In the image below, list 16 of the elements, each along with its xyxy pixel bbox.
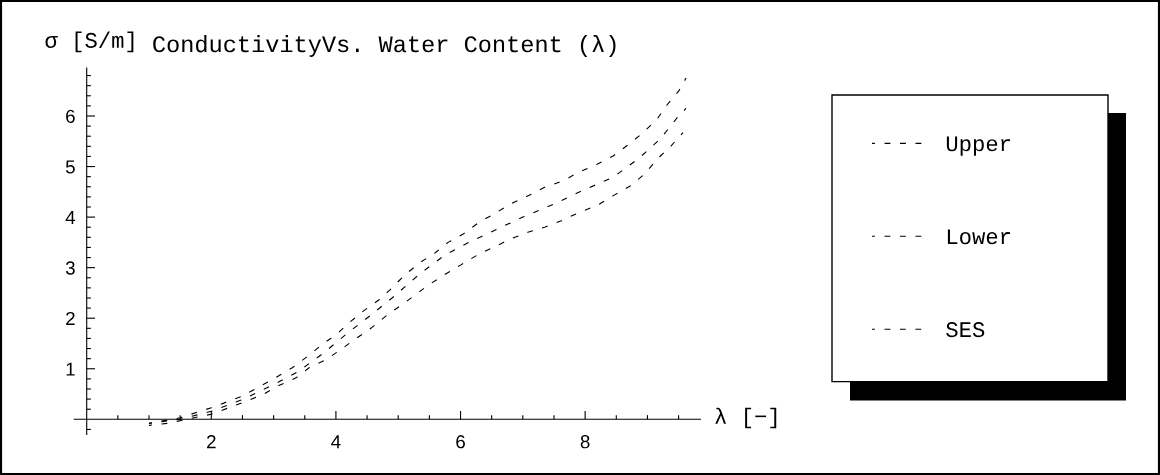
y-tick-label: 3 [65, 261, 75, 275]
x-tick-label: 8 [580, 435, 590, 449]
y-tick-label: 5 [65, 160, 75, 174]
x-tick-label: 4 [331, 435, 341, 449]
y-tick-label: 2 [66, 311, 75, 325]
x-axis-title: λ [−] [715, 407, 777, 429]
y-tick-label: 4 [65, 211, 76, 224]
chart-title: ConductivityVs. Water Content (λ) [153, 34, 616, 57]
y-tick-label: 1 [66, 362, 75, 376]
y-axis-title: σ [S/m] [45, 31, 134, 53]
y-tick-label: 6 [66, 109, 75, 123]
legend-label: Lower [947, 229, 1011, 245]
legend-label: Upper [946, 136, 1011, 156]
legend-label: SES [946, 322, 985, 338]
x-tick-label: 2 [207, 435, 216, 449]
x-tick-label: 6 [456, 435, 465, 449]
